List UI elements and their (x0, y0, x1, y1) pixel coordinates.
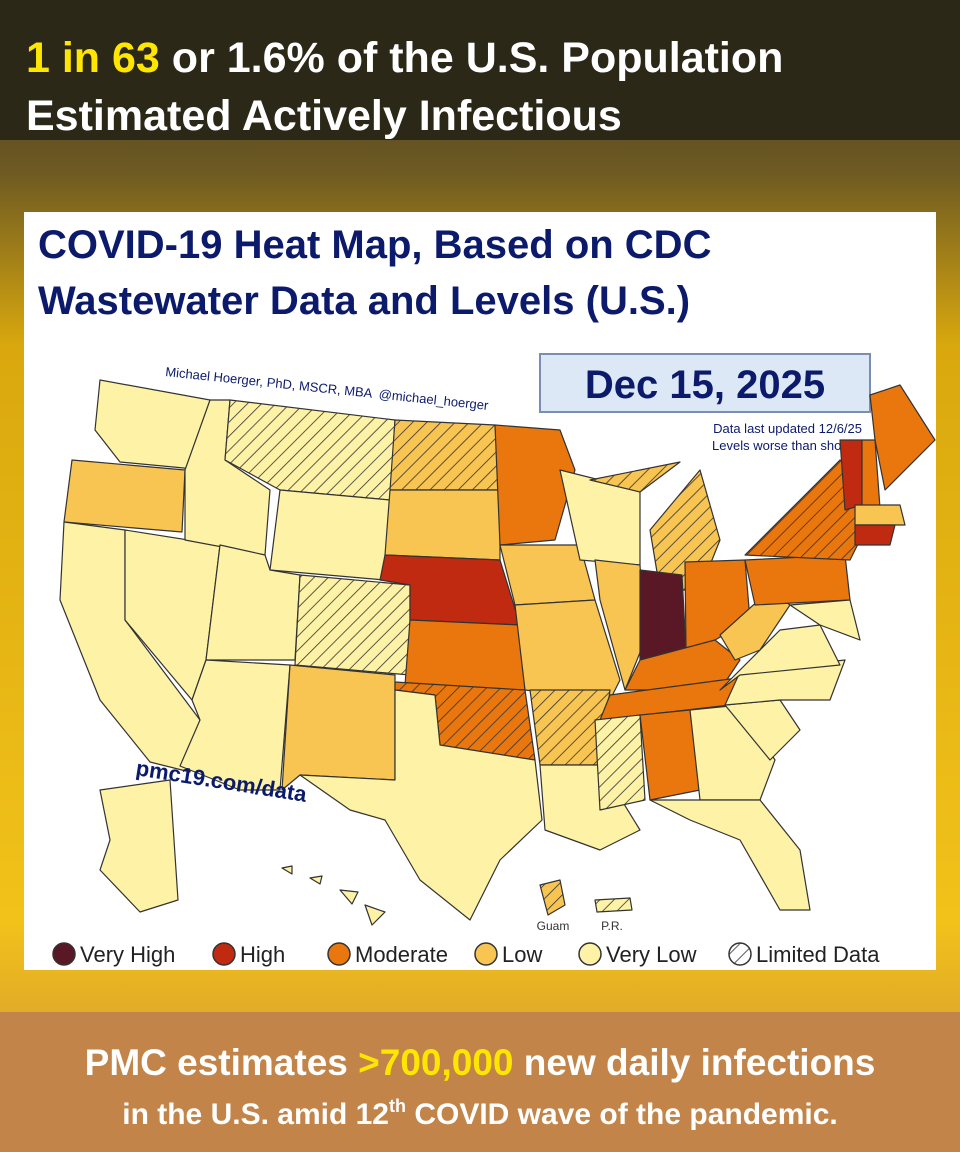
state (869, 384, 936, 491)
state (364, 904, 386, 926)
territory-label: Guam (537, 919, 570, 933)
state (99, 779, 179, 913)
date: Dec 15, 2025 (585, 363, 825, 407)
footer-band (0, 1012, 960, 1152)
state (494, 424, 576, 546)
limited-data-hatch (540, 880, 565, 915)
map-title: Wastewater Data and Levels (U.S.) (38, 279, 690, 323)
note: Levels worse than shown (712, 438, 858, 453)
legend-swatch (578, 942, 602, 966)
state (854, 504, 906, 526)
state-map (59, 379, 936, 926)
state (309, 875, 323, 885)
state (649, 799, 811, 911)
legend-label: Very Low (606, 942, 697, 967)
state (594, 559, 646, 691)
state (719, 624, 841, 691)
state (63, 459, 186, 533)
state (94, 379, 211, 471)
state (281, 664, 396, 791)
legend-label: Limited Data (756, 942, 880, 967)
limited-data-hatch (650, 470, 720, 590)
legend-swatch (52, 942, 76, 966)
legend-swatch (728, 942, 752, 966)
footer-line1: PMC estimates >700,000 new daily infecti… (85, 1042, 876, 1083)
state (299, 689, 543, 921)
limited-data-hatch (745, 460, 860, 560)
state (281, 865, 293, 875)
state (384, 489, 501, 561)
headline: 1 in 63 or 1.6% of the U.S. Population (26, 34, 783, 82)
headline-highlight: 1 in 63 (26, 34, 160, 82)
footer-text: COVID wave of the pandemic. (406, 1098, 838, 1131)
map-title: COVID-19 Heat Map, Based on CDC (38, 223, 711, 267)
state (639, 569, 687, 661)
header-band (0, 0, 960, 140)
legend-label: High (240, 942, 285, 967)
legend-label: Moderate (355, 942, 448, 967)
state (854, 524, 896, 546)
footer-highlight: >700,000 (358, 1042, 513, 1083)
limited-data-hatch (295, 575, 410, 675)
footer-line2: in the U.S. amid 12th COVID wave of the … (122, 1096, 838, 1131)
limited-data-hatch (395, 682, 535, 760)
footer-text: in the U.S. amid 12 (122, 1098, 389, 1131)
state (404, 619, 526, 691)
limited-data-hatch (390, 420, 500, 490)
state (789, 599, 861, 641)
state (514, 599, 621, 701)
state (339, 889, 359, 905)
legend-label: Very High (80, 942, 175, 967)
date-box (539, 353, 871, 413)
footer-sup: th (389, 1096, 406, 1116)
legend-swatch (474, 942, 498, 966)
territory-label: P.R. (601, 919, 623, 933)
state (269, 489, 391, 581)
limited-data-hatch (595, 898, 632, 912)
footer-text: PMC estimates (85, 1042, 359, 1083)
limited-data-hatch (530, 690, 610, 765)
footer-text: new daily infections (514, 1042, 876, 1083)
legend-swatch (327, 942, 351, 966)
legend: Very High High Moderate Low Very Low Limited … (52, 942, 880, 967)
limited-data-hatch (590, 462, 680, 492)
legend-swatch (212, 942, 236, 966)
note: Data last updated 12/6/25 (713, 421, 862, 436)
limited-data-hatch (595, 715, 645, 810)
headline-line2: Estimated Actively Infectious (26, 92, 622, 140)
legend-label: Low (502, 942, 542, 967)
state (539, 764, 641, 851)
limited-data-hatch (225, 400, 395, 500)
headline-rest: or 1.6% of the U.S. Population (160, 34, 784, 82)
state (744, 554, 851, 606)
